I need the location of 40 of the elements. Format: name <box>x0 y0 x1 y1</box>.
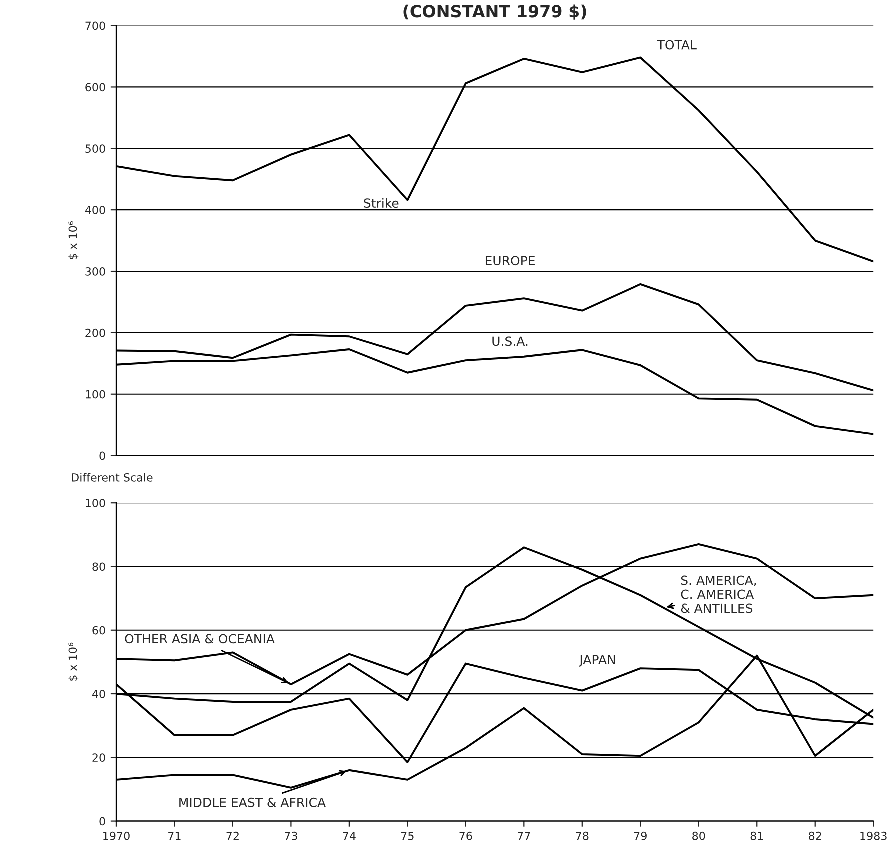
series-label: OTHER ASIA & OCEANIA <box>125 634 275 644</box>
y-tick-label: 600 <box>86 83 106 92</box>
y-tick-label: 0 <box>100 817 106 826</box>
series-label: JAPAN <box>579 655 616 667</box>
y-tick-label: 300 <box>86 267 106 276</box>
annotation: Strike <box>364 198 399 208</box>
series-label: S. AMERICA, C. AMERICA & ANTILLES <box>681 576 756 614</box>
y-tick-label: 500 <box>86 144 106 154</box>
series-label: U.S.A. <box>492 336 528 346</box>
x-tick-label: 79 <box>634 832 647 840</box>
x-tick-label: 82 <box>809 832 822 840</box>
y-tick-label: 40 <box>92 690 106 698</box>
x-tick-label: 72 <box>226 832 239 840</box>
x-tick-label: 81 <box>750 832 764 840</box>
text: Different Scale <box>72 473 153 482</box>
x-tick-label: 71 <box>168 832 181 840</box>
y-tick-label: 0 <box>100 452 106 460</box>
x-tick-label: 1983 <box>860 832 887 840</box>
x-tick-label: 74 <box>343 832 356 840</box>
chart-title: (CONSTANT 1979 $) <box>404 4 586 20</box>
x-tick-label: 78 <box>576 832 589 840</box>
x-tick-label: 73 <box>285 832 298 840</box>
x-tick-label: 80 <box>692 832 706 840</box>
x-tick-label: 77 <box>518 832 530 840</box>
x-tick-label: 75 <box>402 832 414 840</box>
y-tick-label: 60 <box>92 626 106 635</box>
y-tick-label: 400 <box>85 206 106 214</box>
text: EUROPE <box>486 256 535 266</box>
y-tick-label: 700 <box>86 22 106 30</box>
y-tick-label: 20 <box>92 754 106 762</box>
y-tick-label: 100 <box>86 499 106 508</box>
x-tick-label: 1970 <box>104 832 130 840</box>
y-tick-label: 80 <box>92 562 106 572</box>
series-label: TOTAL <box>657 40 697 50</box>
y-axis-title: $ x 10⁶ <box>68 222 79 260</box>
x-tick-label: 76 <box>460 832 472 840</box>
series-label: MIDDLE EAST & AFRICA <box>180 798 326 808</box>
y-tick-label: 100 <box>86 390 106 399</box>
y-axis-title: $ x 10⁶ <box>68 642 79 681</box>
y-tick-label: 200 <box>86 328 106 338</box>
